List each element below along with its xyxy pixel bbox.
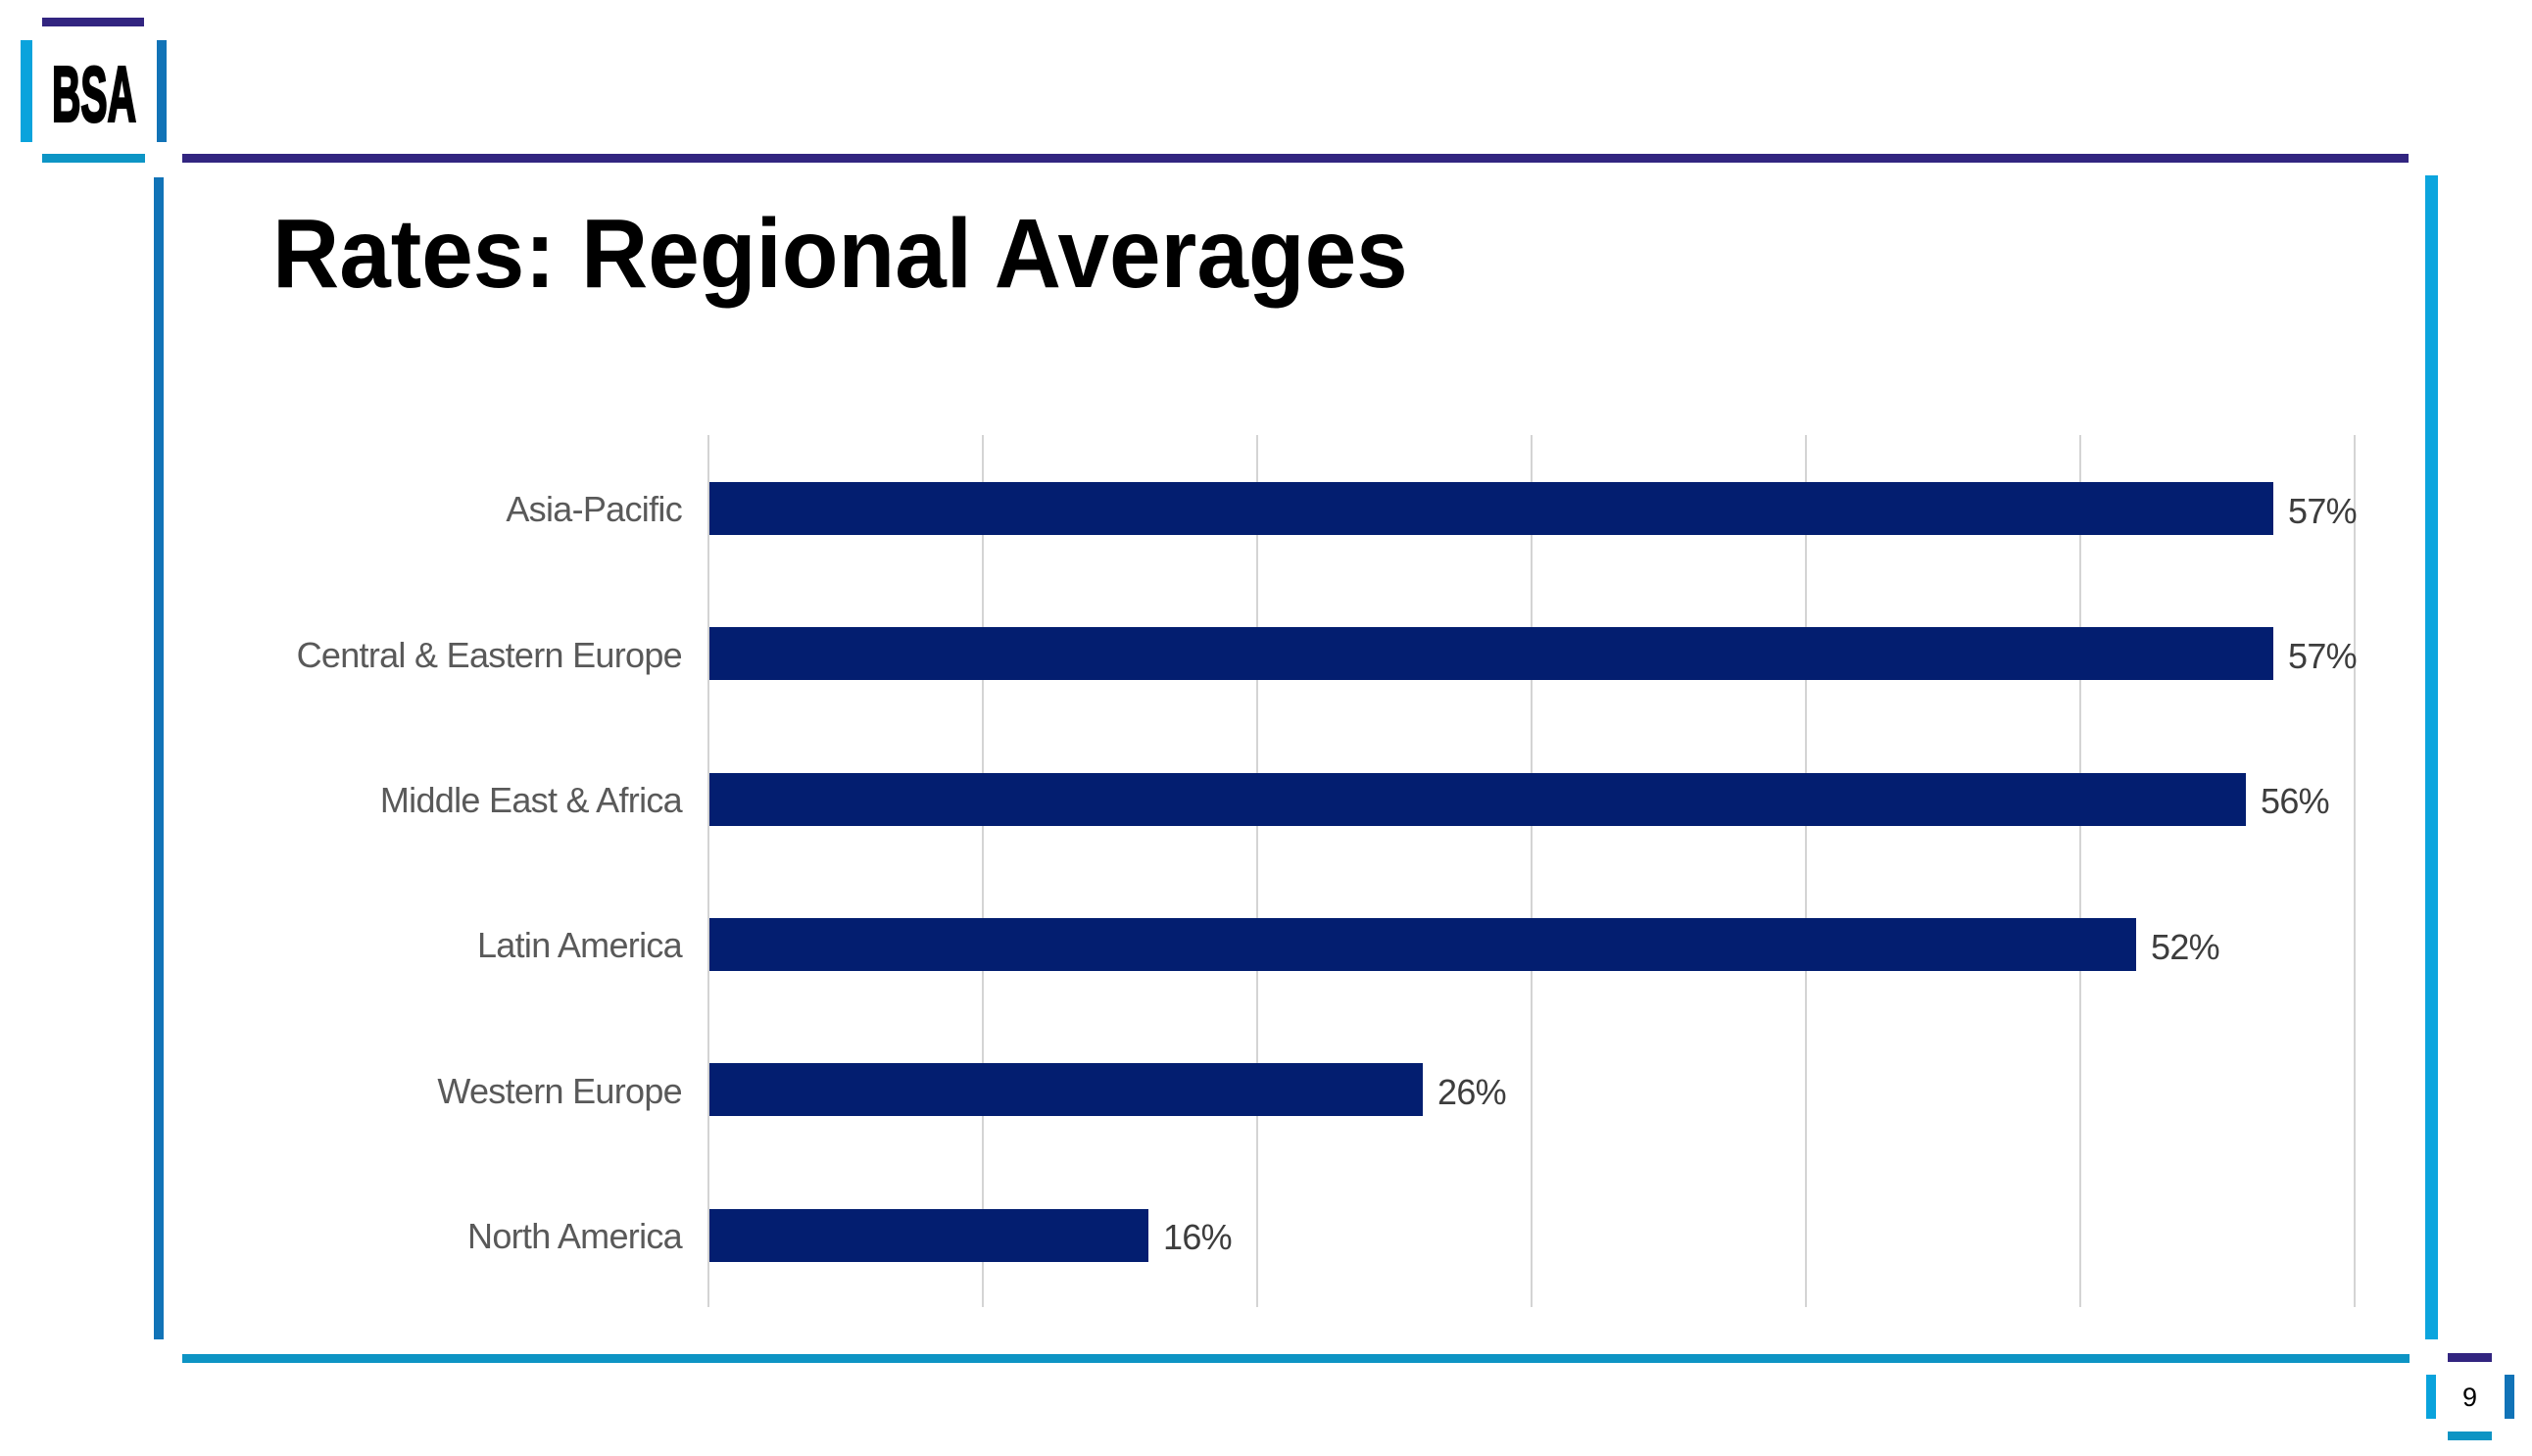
- svg-text:BSA: BSA: [52, 51, 136, 138]
